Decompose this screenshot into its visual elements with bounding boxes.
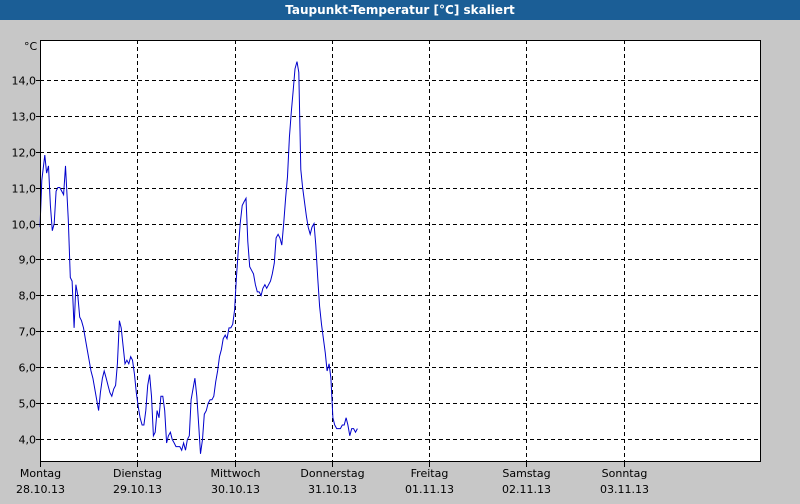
window-title-bar: Taupunkt-Temperatur [°C] skaliert	[0, 0, 800, 20]
x-tick-day: Dienstag	[113, 467, 162, 480]
y-tick-label: 6,0	[19, 362, 37, 375]
window-title: Taupunkt-Temperatur [°C] skaliert	[285, 3, 515, 17]
x-tick-day: Montag	[20, 467, 61, 480]
y-tick-label: 5,0	[19, 398, 37, 411]
x-ticks: Montag 28.10.13 Dienstag 29.10.13 Mittwoch 30…	[16, 461, 649, 496]
y-ticks: 4,0 5,0 6,0 7,0 8,0 9,0 10,0 11,0 12,0 13,0 14,0	[12, 75, 40, 447]
y-tick-label: 14,0	[12, 75, 37, 88]
dewpoint-chart: °C 4,0 5,0 6,0 7,0 8,0 9,0 10,0 11,0 12,0 13,0 14,…	[12, 40, 761, 496]
y-tick-label: 11,0	[12, 183, 37, 196]
y-tick-label: 4,0	[19, 434, 37, 447]
x-tick-date: 01.11.13	[405, 483, 454, 496]
x-tick-date: 02.11.13	[502, 483, 551, 496]
y-tick-label: 13,0	[12, 111, 37, 124]
x-tick-day: Sonntag	[602, 467, 648, 480]
y-tick-label: 7,0	[19, 326, 37, 339]
x-tick-date: 28.10.13	[16, 483, 65, 496]
x-tick-day: Freitag	[411, 467, 449, 480]
y-tick-label: 9,0	[19, 254, 37, 267]
plot-background	[40, 40, 760, 461]
x-tick-day: Mittwoch	[211, 467, 261, 480]
x-tick-date: 31.10.13	[308, 483, 357, 496]
plot-frame	[40, 40, 761, 462]
y-axis-label: °C	[24, 40, 38, 53]
y-tick-label: 10,0	[12, 219, 37, 232]
chart-area: °C 4,0 5,0 6,0 7,0 8,0 9,0 10,0 11,0 12,0 13,0 14,…	[0, 20, 800, 500]
x-tick-date: 29.10.13	[113, 483, 162, 496]
y-tick-label: 12,0	[12, 147, 37, 160]
dewpoint-series-line	[39, 61, 358, 454]
x-tick-day: Donnerstag	[300, 467, 364, 480]
x-tick-day: Samstag	[502, 467, 550, 480]
grid-lines	[40, 40, 760, 461]
x-tick-date: 30.10.13	[211, 483, 260, 496]
x-tick-date: 03.11.13	[600, 483, 649, 496]
y-tick-label: 8,0	[19, 290, 37, 303]
